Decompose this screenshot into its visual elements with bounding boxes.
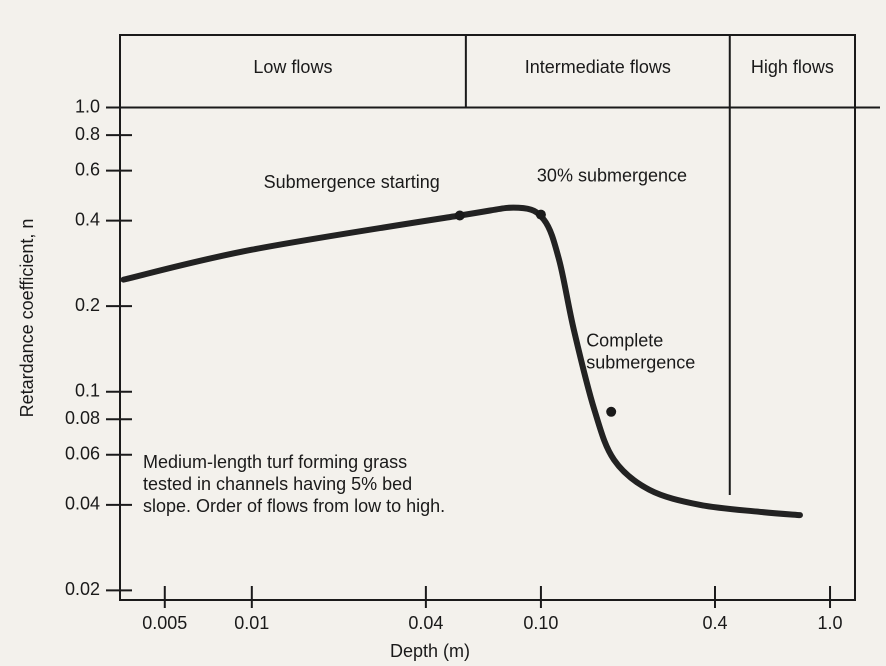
y-tick-label: 0.4 [75,209,100,229]
y-tick-label: 0.08 [65,408,100,428]
annotation-point [606,406,617,417]
region-label: Intermediate flows [525,57,671,77]
region-label: High flows [751,57,834,77]
region-label: Low flows [253,57,332,77]
plot-frame [119,34,856,601]
note-text: tested in channels having 5% bed [143,474,412,494]
y-tick-label: 0.8 [75,124,100,144]
x-tick-label: 0.005 [142,613,187,633]
x-tick-label: 0.4 [702,613,727,633]
y-tick-label: 0.06 [65,444,100,464]
y-tick-label: 0.1 [75,380,100,400]
x-tick-label: 0.04 [408,613,443,633]
note-text: Medium-length turf forming grass [143,452,407,472]
note-text: slope. Order of flows from low to high. [143,496,445,516]
y-tick-label: 0.04 [65,494,100,514]
annotation-text: Complete [586,331,663,351]
y-tick-label: 0.6 [75,159,100,179]
y-tick-label: 1.0 [75,96,100,116]
y-tick-label: 0.2 [75,295,100,315]
data-line [120,204,803,519]
annotation-text: 30% submergence [537,165,687,185]
x-axis-label: Depth (m) [390,641,470,661]
annotation-point [535,209,546,220]
x-tick-label: 0.10 [523,613,558,633]
y-tick-label: 0.02 [65,579,100,599]
x-tick-label: 0.01 [234,613,269,633]
y-axis-label: Retardance coefficient, n [17,219,37,418]
annotation-point [454,210,465,221]
annotation-text: submergence [586,353,695,373]
annotation-text: Submergence starting [264,172,440,192]
x-tick-label: 1.0 [818,613,843,633]
